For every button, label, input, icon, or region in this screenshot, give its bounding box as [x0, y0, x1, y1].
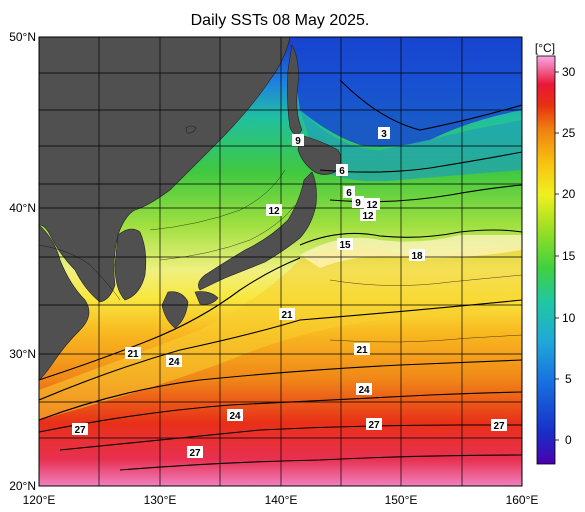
svg-text:12: 12 [366, 200, 378, 211]
longitude-axis: 120°E 130°E 140°E 150°E 160°E [23, 493, 539, 507]
svg-text:21: 21 [356, 345, 368, 356]
contour-label: 6 [336, 164, 348, 177]
cool-water-region [300, 110, 522, 182]
svg-text:27: 27 [493, 421, 505, 432]
lat-tick: 20°N [9, 479, 36, 493]
colorbar-tick: 0 [565, 433, 572, 447]
contour-label: 15 [337, 238, 353, 251]
contour-label: 27 [491, 419, 507, 432]
colorbar: [°C] 30 25 20 15 10 5 0 [535, 41, 576, 465]
contour-label: 9 [352, 196, 364, 209]
lat-tick: 40°N [9, 201, 36, 215]
colorbar-unit: [°C] [535, 41, 555, 55]
contour-label: 3 [378, 127, 390, 140]
landmass [39, 37, 342, 381]
colorbar-tick: 25 [562, 126, 576, 140]
contour-labels: 3 9 6 6 9 12 12 12 15 18 21 21 21 24 24 … [72, 127, 507, 459]
contour-label: 6 [343, 186, 355, 199]
contour-label: 12 [360, 209, 376, 222]
svg-text:21: 21 [127, 349, 139, 360]
svg-text:24: 24 [358, 385, 370, 396]
contour-label: 27 [187, 446, 203, 459]
contour-label: 24 [166, 355, 182, 368]
svg-text:15: 15 [339, 240, 351, 251]
contour-label: 12 [364, 198, 380, 211]
lon-tick: 130°E [144, 493, 177, 507]
contour-label: 27 [72, 423, 88, 436]
contour-label: 24 [227, 409, 243, 422]
lon-tick: 150°E [385, 493, 418, 507]
colorbar-tick: 20 [562, 187, 576, 201]
contour-label: 21 [354, 343, 370, 356]
lat-tick: 30°N [9, 347, 36, 361]
svg-text:6: 6 [346, 188, 352, 199]
lat-tick: 50°N [9, 30, 36, 44]
svg-text:12: 12 [268, 206, 280, 217]
svg-text:9: 9 [355, 198, 361, 209]
colorbar-tick: 15 [562, 249, 576, 263]
contour-label: 18 [409, 249, 425, 262]
cold-water-region [290, 37, 522, 147]
latitude-axis: 50°N 40°N 30°N 20°N [9, 30, 36, 493]
svg-text:6: 6 [339, 166, 345, 177]
contour-label: 21 [125, 347, 141, 360]
fine-contours [39, 169, 522, 343]
lon-tick: 140°E [265, 493, 298, 507]
lon-tick: 160°E [506, 493, 539, 507]
svg-text:27: 27 [74, 425, 86, 436]
contour-label: 21 [279, 308, 295, 321]
svg-text:9: 9 [295, 136, 301, 147]
contour-label: 24 [356, 383, 372, 396]
colorbar-tick: 10 [562, 311, 576, 325]
graticule [39, 37, 522, 486]
svg-text:18: 18 [411, 251, 423, 262]
contour-label: 27 [366, 418, 382, 431]
contour-label: 12 [266, 204, 282, 217]
svg-text:21: 21 [281, 310, 293, 321]
isotherm-contours [39, 79, 522, 471]
map-title: Daily SSTs 08 May 2025. [190, 12, 370, 29]
contour-label: 9 [292, 134, 304, 147]
lon-tick: 120°E [23, 493, 56, 507]
svg-text:3: 3 [381, 129, 387, 140]
svg-text:12: 12 [362, 211, 374, 222]
colorbar-tick: 30 [562, 65, 576, 79]
colorbar-scale [536, 55, 556, 465]
svg-text:24: 24 [168, 357, 180, 368]
svg-text:27: 27 [189, 448, 201, 459]
svg-text:24: 24 [229, 411, 241, 422]
colorbar-tick: 5 [565, 372, 572, 386]
svg-text:27: 27 [368, 420, 380, 431]
map-frame [38, 36, 523, 487]
